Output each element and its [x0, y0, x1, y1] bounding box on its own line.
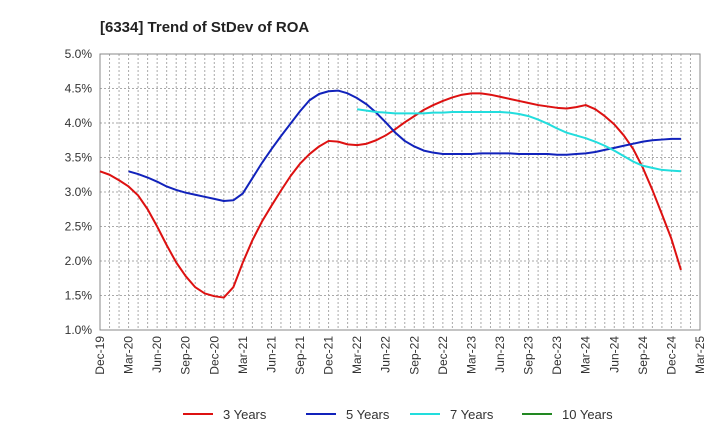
x-tick-label: Sep-23: [522, 336, 536, 375]
series-line-5-years: [128, 89, 681, 202]
series-lines: [99, 89, 682, 299]
y-tick-label: 5.0%: [65, 47, 93, 61]
y-tick-label: 1.5%: [65, 289, 93, 303]
y-tick-label: 4.0%: [65, 116, 93, 130]
series-line-7-years: [356, 108, 682, 173]
legend-label-7-years: 7 Years: [450, 407, 494, 422]
y-tick-label: 2.5%: [65, 220, 93, 234]
x-tick-label: Mar-25: [693, 336, 707, 374]
x-tick-label: Dec-20: [207, 336, 221, 375]
x-tick-label: Mar-24: [579, 336, 593, 374]
y-tick-label: 1.0%: [65, 323, 93, 337]
x-tick-label: Dec-22: [436, 336, 450, 375]
x-tick-label: Mar-23: [464, 336, 478, 374]
grid: [99, 53, 701, 331]
x-tick-label: Jun-23: [493, 336, 507, 373]
y-tick-label: 3.0%: [65, 185, 93, 199]
series-line-3-years: [99, 92, 682, 299]
x-tick-label: Jun-20: [150, 336, 164, 373]
x-tick-label: Dec-19: [93, 336, 107, 375]
legend-label-5-years: 5 Years: [346, 407, 390, 422]
x-tick-label: Jun-24: [607, 336, 621, 373]
legend: 3 Years 5 Years 7 Years 10 Years: [183, 407, 613, 422]
x-tick-label: Sep-20: [179, 336, 193, 375]
y-tick-label: 2.0%: [65, 254, 93, 268]
x-tick-label: Dec-23: [550, 336, 564, 375]
x-axis: Dec-19 Mar-20 Jun-20 Sep-20 Dec-20 Mar-21 Jun-…: [93, 336, 707, 375]
plot-frame: [99, 53, 701, 331]
legend-label-10-years: 10 Years: [562, 407, 613, 422]
x-tick-label: Sep-21: [293, 336, 307, 375]
x-tick-label: Mar-21: [236, 336, 250, 374]
x-tick-label: Sep-22: [407, 336, 421, 375]
y-axis: 1.0% 1.5% 2.0% 2.5% 3.0% 3.5% 4.0% 4.5% 5.0%: [65, 47, 93, 337]
x-tick-label: Jun-22: [379, 336, 393, 373]
x-tick-label: Mar-20: [122, 336, 136, 374]
chart-title: [6334] Trend of StDev of ROA: [100, 19, 309, 36]
y-tick-label: 3.5%: [65, 151, 93, 165]
x-tick-label: Sep-24: [636, 336, 650, 375]
x-tick-label: Dec-21: [322, 336, 336, 375]
y-tick-label: 4.5%: [65, 82, 93, 96]
legend-label-3-years: 3 Years: [223, 407, 267, 422]
x-tick-label: Dec-24: [664, 336, 678, 375]
x-tick-label: Jun-21: [264, 336, 278, 373]
x-tick-label: Mar-22: [350, 336, 364, 374]
